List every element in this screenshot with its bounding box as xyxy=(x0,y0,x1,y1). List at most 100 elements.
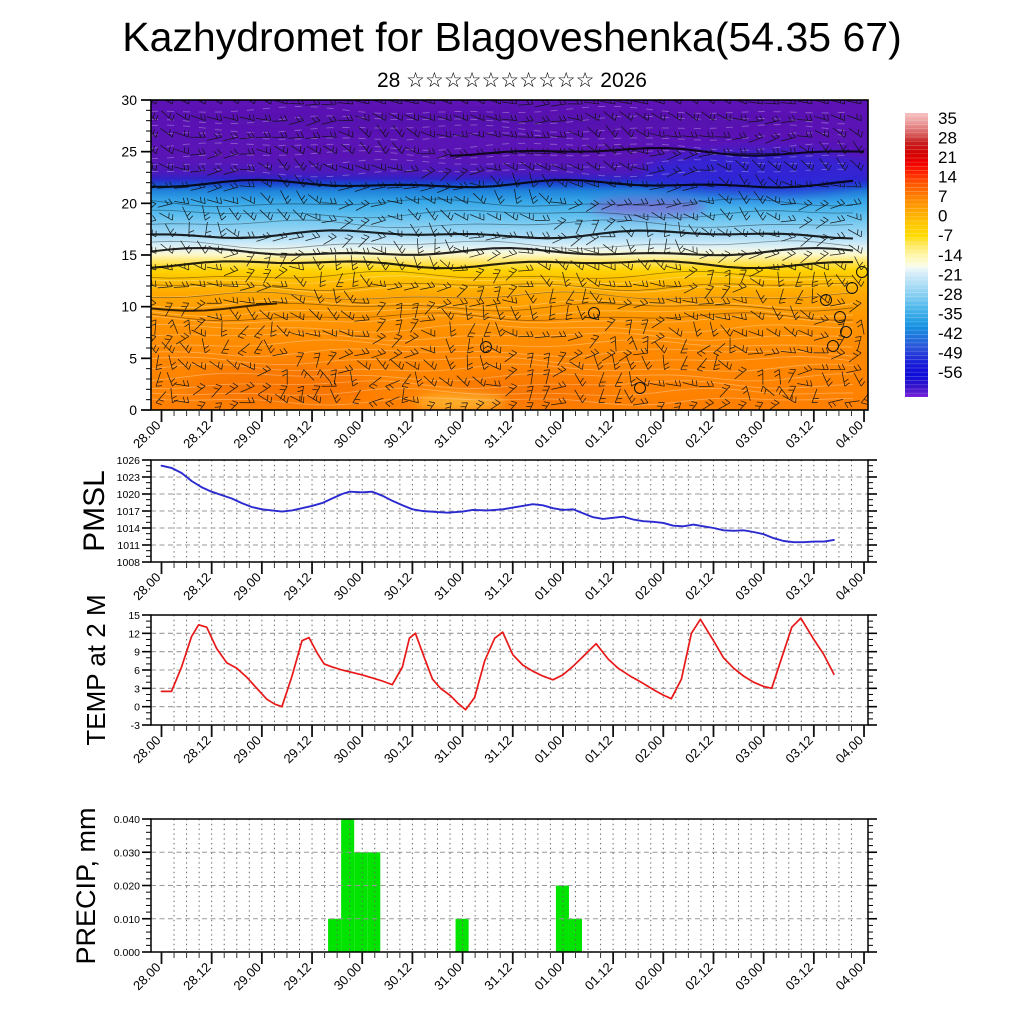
svg-text:30.00: 30.00 xyxy=(331,960,365,994)
svg-text:0.040: 0.040 xyxy=(114,814,140,826)
svg-text:1014: 1014 xyxy=(117,523,141,535)
svg-text:-49: -49 xyxy=(938,343,963,362)
svg-text:01.12: 01.12 xyxy=(582,570,616,604)
svg-text:1017: 1017 xyxy=(117,506,141,518)
svg-text:30.12: 30.12 xyxy=(381,418,415,452)
svg-text:25: 25 xyxy=(121,144,137,160)
svg-text:0.030: 0.030 xyxy=(114,847,140,859)
chart-title: Kazhydromet for Blagoveshenka(54.35 67) xyxy=(122,14,902,60)
svg-text:28.12: 28.12 xyxy=(180,418,214,452)
svg-text:28.00: 28.00 xyxy=(130,960,164,994)
svg-text:31.12: 31.12 xyxy=(481,960,515,994)
svg-text:01.00: 01.00 xyxy=(531,418,565,452)
svg-text:1023: 1023 xyxy=(117,472,141,484)
svg-text:02.12: 02.12 xyxy=(682,960,716,994)
svg-text:5: 5 xyxy=(129,350,137,366)
svg-text:0: 0 xyxy=(129,402,137,418)
svg-text:04.00: 04.00 xyxy=(833,960,867,994)
svg-text:-28: -28 xyxy=(938,285,963,304)
svg-text:30.00: 30.00 xyxy=(331,733,365,767)
cross-section-field xyxy=(151,100,868,410)
svg-text:1026: 1026 xyxy=(117,455,141,467)
svg-text:-3: -3 xyxy=(131,720,140,732)
chart-subtitle: 28 ☆☆☆☆☆☆☆☆☆☆ 2026 xyxy=(376,69,647,92)
svg-text:03.00: 03.00 xyxy=(732,733,766,767)
svg-text:30: 30 xyxy=(121,92,137,108)
precip-bar xyxy=(354,852,368,952)
svg-text:02.00: 02.00 xyxy=(632,733,666,767)
precip-bar xyxy=(367,852,381,952)
svg-text:01.12: 01.12 xyxy=(582,733,616,767)
svg-text:30.12: 30.12 xyxy=(381,570,415,604)
svg-text:29.00: 29.00 xyxy=(230,733,264,767)
svg-text:0.000: 0.000 xyxy=(114,947,140,959)
svg-text:28.00: 28.00 xyxy=(130,570,164,604)
svg-text:0: 0 xyxy=(134,702,140,714)
colorbar xyxy=(905,113,928,397)
svg-text:0.010: 0.010 xyxy=(114,914,140,926)
svg-text:1011: 1011 xyxy=(117,540,140,552)
svg-text:02.12: 02.12 xyxy=(682,733,716,767)
svg-text:15: 15 xyxy=(128,610,140,622)
svg-text:02.12: 02.12 xyxy=(682,418,716,452)
svg-text:01.00: 01.00 xyxy=(531,570,565,604)
svg-text:03.00: 03.00 xyxy=(732,960,766,994)
svg-text:15: 15 xyxy=(121,247,137,263)
svg-text:03.00: 03.00 xyxy=(732,570,766,604)
svg-text:01.00: 01.00 xyxy=(531,733,565,767)
svg-text:-35: -35 xyxy=(938,304,963,323)
svg-text:31.12: 31.12 xyxy=(481,418,515,452)
svg-text:01.12: 01.12 xyxy=(582,418,616,452)
svg-text:-7: -7 xyxy=(938,226,953,245)
svg-text:1020: 1020 xyxy=(117,489,141,501)
svg-text:28.12: 28.12 xyxy=(180,570,214,604)
svg-text:6: 6 xyxy=(134,665,140,677)
svg-text:31.00: 31.00 xyxy=(431,733,465,767)
svg-text:10: 10 xyxy=(121,299,137,315)
svg-text:30.00: 30.00 xyxy=(331,418,365,452)
svg-text:29.00: 29.00 xyxy=(230,960,264,994)
svg-text:03.00: 03.00 xyxy=(732,418,766,452)
svg-text:03.12: 03.12 xyxy=(782,733,816,767)
precip-bar xyxy=(455,918,469,952)
svg-text:04.00: 04.00 xyxy=(833,418,867,452)
svg-text:02.12: 02.12 xyxy=(682,570,716,604)
svg-text:-14: -14 xyxy=(938,246,963,265)
svg-text:29.12: 29.12 xyxy=(281,418,315,452)
svg-text:31.00: 31.00 xyxy=(431,960,465,994)
svg-text:21: 21 xyxy=(938,148,957,167)
svg-text:01.12: 01.12 xyxy=(582,960,616,994)
svg-text:31.12: 31.12 xyxy=(481,733,515,767)
svg-text:28.12: 28.12 xyxy=(180,960,214,994)
svg-text:9: 9 xyxy=(134,647,140,659)
svg-text:14: 14 xyxy=(938,168,957,187)
svg-text:-56: -56 xyxy=(938,363,963,382)
svg-text:12: 12 xyxy=(128,628,140,640)
svg-text:30.00: 30.00 xyxy=(331,570,365,604)
svg-text:-42: -42 xyxy=(938,324,963,343)
svg-text:28.12: 28.12 xyxy=(180,733,214,767)
svg-text:29.12: 29.12 xyxy=(281,960,315,994)
svg-text:31.12: 31.12 xyxy=(481,570,515,604)
svg-text:02.00: 02.00 xyxy=(632,418,666,452)
svg-text:02.00: 02.00 xyxy=(632,570,666,604)
svg-text:1008: 1008 xyxy=(117,557,141,569)
svg-text:28: 28 xyxy=(938,129,957,148)
svg-text:04.00: 04.00 xyxy=(833,570,867,604)
svg-text:31.00: 31.00 xyxy=(431,570,465,604)
svg-text:29.12: 29.12 xyxy=(281,733,315,767)
svg-text:3: 3 xyxy=(134,683,140,695)
svg-text:03.12: 03.12 xyxy=(782,418,816,452)
svg-text:0.020: 0.020 xyxy=(114,881,140,893)
svg-text:03.12: 03.12 xyxy=(782,960,816,994)
svg-text:03.12: 03.12 xyxy=(782,570,816,604)
svg-text:28.00: 28.00 xyxy=(130,733,164,767)
svg-text:01.00: 01.00 xyxy=(531,960,565,994)
svg-text:29.00: 29.00 xyxy=(230,418,264,452)
svg-text:20: 20 xyxy=(121,195,137,211)
svg-text:29.00: 29.00 xyxy=(230,570,264,604)
svg-text:04.00: 04.00 xyxy=(833,733,867,767)
svg-text:-21: -21 xyxy=(938,265,963,284)
svg-text:31.00: 31.00 xyxy=(431,418,465,452)
